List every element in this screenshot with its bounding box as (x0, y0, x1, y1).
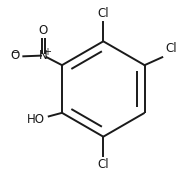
Text: O: O (39, 23, 48, 36)
Text: HO: HO (27, 112, 45, 125)
Text: Cl: Cl (97, 158, 109, 171)
Text: N: N (39, 49, 48, 62)
Text: Cl: Cl (165, 42, 177, 55)
Text: +: + (43, 47, 51, 57)
Text: O: O (11, 49, 20, 62)
Text: Cl: Cl (97, 7, 109, 20)
Text: −: − (11, 48, 20, 58)
